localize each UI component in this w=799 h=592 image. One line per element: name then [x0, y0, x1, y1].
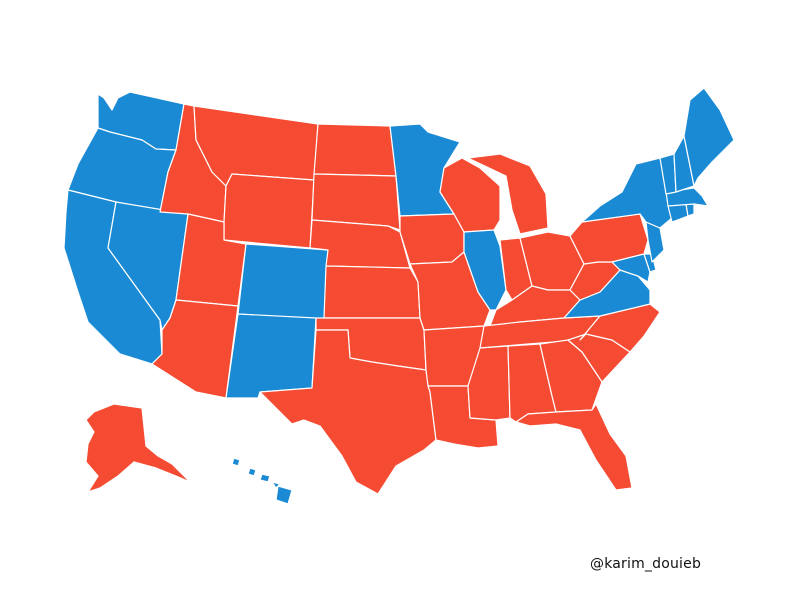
state-az[interactable]: [151, 299, 239, 399]
state-hi[interactable]: [231, 457, 293, 505]
state-wy[interactable]: [223, 173, 315, 249]
state-ct[interactable]: [667, 203, 689, 223]
state-nd[interactable]: [313, 123, 397, 177]
state-nm[interactable]: [225, 313, 317, 399]
state-ks[interactable]: [323, 265, 421, 319]
state-me[interactable]: [683, 87, 735, 187]
state-tx[interactable]: [259, 329, 437, 495]
author-credit: @karim_douieb: [590, 556, 702, 572]
state-co[interactable]: [237, 243, 329, 321]
state-fl[interactable]: [515, 403, 633, 491]
states-layer: [63, 87, 735, 505]
state-sd[interactable]: [311, 173, 401, 231]
state-ak[interactable]: [85, 403, 191, 493]
state-ma[interactable]: [665, 187, 709, 207]
state-ri[interactable]: [685, 203, 695, 217]
state-mi[interactable]: [467, 153, 549, 235]
state-wi[interactable]: [439, 157, 501, 233]
state-mo[interactable]: [409, 251, 491, 331]
state-ia[interactable]: [399, 213, 465, 265]
